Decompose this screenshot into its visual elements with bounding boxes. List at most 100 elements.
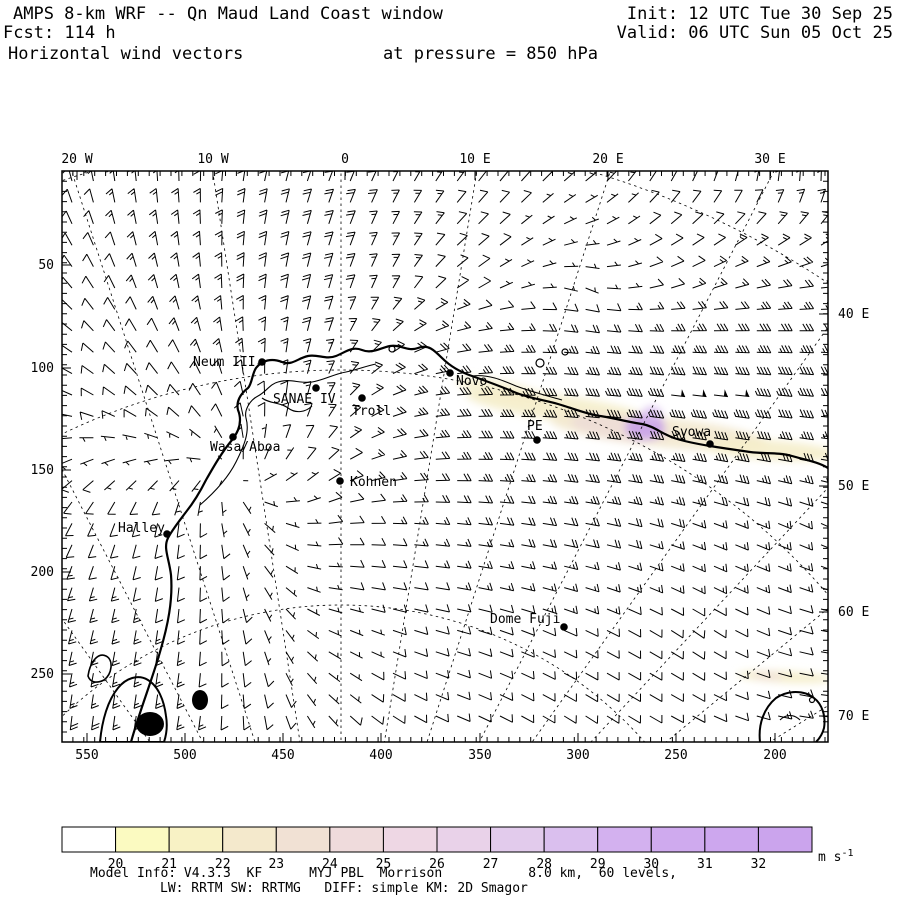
plot-title: AMPS 8-km WRF -- Qn Maud Land Coast wind…: [13, 4, 444, 24]
small-lake: [388, 345, 396, 353]
coastline: [87, 344, 828, 742]
station-label: Novo: [456, 374, 487, 389]
model-info-line2: LW: RRTM SW: RRTMG DIFF: simple KM: 2D S…: [160, 881, 528, 896]
axis-label-bottom: 350: [468, 748, 491, 763]
colorbar-tick-label: 32: [751, 857, 767, 872]
meridian-line: [212, 171, 301, 742]
colorbar-cell: [115, 826, 170, 853]
colorbar-cell: [543, 826, 599, 853]
axis-label-left: 100: [31, 361, 54, 376]
pressure-label: at pressure = 850 hPa: [383, 44, 598, 64]
axis-label-bottom: 450: [271, 748, 294, 763]
shelf-edge: [471, 375, 563, 401]
axis-label-bottom: 200: [763, 748, 786, 763]
meridian-line: [71, 171, 256, 742]
map-frame: [61, 170, 829, 743]
axis-label-bottom: 550: [75, 748, 98, 763]
station-dot: [312, 384, 320, 392]
init-time: Init: 12 UTC Tue 30 Sep 25: [627, 4, 893, 24]
colorbar-cell: [650, 826, 706, 853]
meridian-line: [384, 171, 478, 742]
colorbar-tick-label: 23: [268, 857, 284, 872]
grounding-line: [199, 363, 377, 506]
colorbar-cell: [329, 826, 384, 853]
station-label: Troll: [352, 404, 391, 419]
coast-island-sw: [98, 676, 168, 742]
field-label: Horizontal wind vectors: [8, 44, 243, 64]
colorbar-tick-label: 30: [643, 857, 659, 872]
colorbar-cell: [168, 826, 224, 853]
colorbar-cell: [382, 826, 438, 853]
axis-label-right: 70 E: [838, 709, 869, 724]
axis-label-right: 60 E: [838, 605, 869, 620]
shading-patch: [737, 670, 828, 684]
station-label: Halley: [118, 521, 165, 536]
colorbar-tick-label: 25: [376, 857, 392, 872]
station-label: PE: [527, 419, 543, 434]
colorbar-cell: [757, 826, 813, 853]
station-dot: [533, 436, 541, 444]
colorbar-tick-label: 29: [590, 857, 606, 872]
colorbar-tick-label: 22: [215, 857, 231, 872]
colorbar-tick-label: 21: [161, 857, 177, 872]
colorbar: 20 21 22 23 24 25 26 27 28 29 30 31 32: [61, 826, 813, 872]
island-detail: [779, 714, 801, 721]
meridian-line: [665, 608, 828, 742]
meridian-line: [769, 705, 828, 742]
stations: Neum III SANAE IV Troll Wasa/Aboa Kohnen Hall…: [118, 355, 714, 631]
meridian-line: [531, 326, 828, 742]
coastline-main: [129, 344, 828, 742]
valid-time: Valid: 06 UTC Sun 05 Oct 25: [617, 23, 893, 43]
colorbar-cell: [704, 826, 759, 853]
station-label: Wasa/Aboa: [210, 440, 280, 455]
station-dot: [560, 623, 568, 631]
colorbar-cell: [436, 826, 492, 853]
axis-label-right: 50 E: [838, 479, 869, 494]
axis-label-left: 250: [31, 667, 54, 682]
model-info-line1: Model Info: V4.3.3 KF MYJ PBL Morrison 8…: [90, 866, 677, 881]
axis-label-left: 150: [31, 463, 54, 478]
axis-label-bottom: 400: [369, 748, 392, 763]
rock-outcrop: [136, 712, 164, 736]
axis-label-top: 30 E: [754, 152, 785, 167]
coast-blob-w: [87, 654, 112, 683]
station-label: Kohnen: [350, 475, 397, 490]
axis-label-top: 0: [341, 152, 349, 167]
small-island: [808, 696, 816, 704]
forecast-hour: Fcst: 114 h: [3, 23, 116, 43]
station-dot: [706, 440, 714, 448]
colorbar-tick-label: 31: [697, 857, 713, 872]
colorbar-tick-label: 24: [322, 857, 338, 872]
wind-barb-strokes: [62, 171, 828, 731]
station-dot: [229, 433, 237, 441]
station-dot: [258, 358, 266, 366]
station-label: Syowa: [672, 425, 711, 440]
small-lake: [561, 348, 569, 356]
colorbar-tick-label: 27: [483, 857, 499, 872]
colorbar-cell: [597, 826, 652, 853]
small-lake: [535, 358, 545, 368]
colorbar-cell: [61, 826, 117, 853]
colorbar-cell: [490, 826, 545, 853]
rock-outcrop: [192, 690, 208, 710]
axis-label-left: 200: [31, 565, 54, 580]
meridian-line: [62, 618, 151, 742]
wind-speed-shading: [455, 376, 828, 684]
station-dot: [163, 530, 171, 538]
meridian-line: [590, 487, 828, 742]
station-dot: [358, 394, 366, 402]
station-label: Neum III: [193, 355, 256, 370]
colorbar-tick-label: 28: [536, 857, 552, 872]
station-dot: [446, 369, 454, 377]
axis-label-right: 40 E: [838, 307, 869, 322]
colorbar-cell: [275, 826, 331, 853]
graticule: [62, 171, 828, 742]
axis-label-top: 20 W: [61, 152, 92, 167]
axis-label-bottom: 500: [173, 748, 196, 763]
axis-label-bottom: 300: [566, 748, 589, 763]
axis-label-top: 10 W: [197, 152, 228, 167]
axis-label-top: 20 E: [592, 152, 623, 167]
station-dot: [336, 477, 344, 485]
